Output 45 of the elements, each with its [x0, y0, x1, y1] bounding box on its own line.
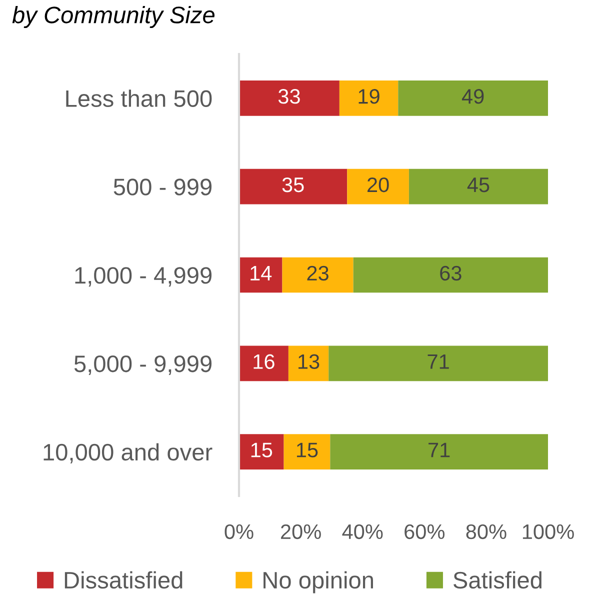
y-tick-label: 10,000 and over [44, 443, 212, 464]
y-tick-label: 500 - 999 [114, 178, 212, 196]
chart-title: by Community Size [12, 6, 215, 28]
data-label: 15 [296, 442, 318, 458]
bar [282, 257, 354, 293]
bar [284, 434, 330, 470]
bar [239, 168, 348, 204]
data-label: 14 [250, 266, 272, 280]
data-label: 71 [428, 442, 450, 458]
data-label: 20 [368, 177, 389, 192]
data-label: 63 [440, 266, 462, 281]
legend-label: No opinion [264, 571, 373, 594]
bar [347, 168, 409, 204]
data-label: 16 [254, 354, 274, 369]
data-label: 71 [428, 354, 449, 369]
data-label: 15 [251, 442, 272, 458]
legend-label: Dissatisfied [64, 571, 182, 589]
x-tick-label: 40% [342, 524, 383, 540]
x-tick-label: 100% [522, 524, 574, 540]
bar [239, 257, 282, 293]
bar [239, 80, 340, 116]
data-label: 13 [298, 354, 320, 369]
legend-label: Satisfied [454, 571, 542, 589]
data-label: 33 [278, 89, 300, 104]
bar [330, 434, 548, 470]
bar [353, 257, 548, 293]
y-tick-label: 1,000 - 4,999 [75, 267, 212, 287]
data-label: 45 [467, 178, 490, 192]
bar [288, 346, 329, 382]
x-tick-label: 0% [224, 524, 254, 540]
bar [339, 80, 398, 116]
bar [398, 80, 548, 116]
x-tick-label: 60% [404, 524, 445, 540]
data-label: 49 [462, 89, 484, 104]
bar [239, 346, 288, 382]
data-label: 23 [307, 266, 328, 281]
y-tick-label: 5,000 - 9,999 [74, 355, 212, 375]
bar [328, 346, 548, 382]
bar [408, 168, 548, 204]
x-tick-label: 20% [281, 524, 321, 540]
x-tick-label: 80% [466, 524, 506, 540]
y-tick-label: Less than 500 [66, 90, 212, 107]
bar [239, 434, 284, 470]
data-label: 19 [358, 89, 380, 104]
data-label: 35 [282, 177, 304, 192]
